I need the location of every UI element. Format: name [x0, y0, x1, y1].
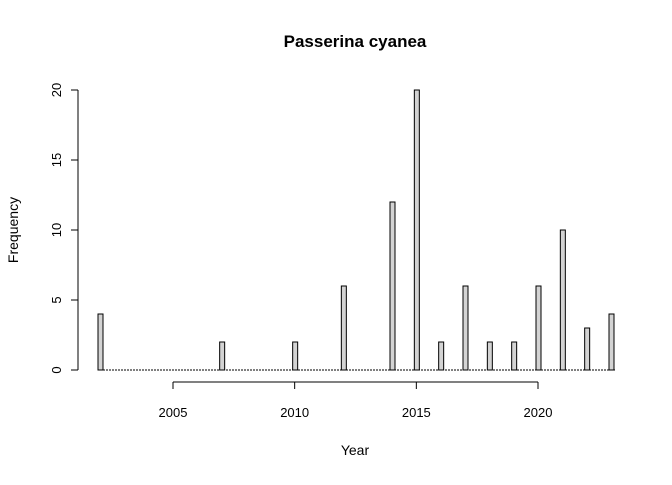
bar [389, 201, 396, 371]
y-axis-label: Frequency [5, 197, 21, 263]
y-axis: 0 5 10 15 20 [49, 83, 79, 374]
bar [97, 313, 104, 371]
bar [535, 285, 542, 371]
bar [608, 313, 615, 371]
y-tick-label: 15 [49, 153, 64, 167]
bar [340, 285, 347, 371]
y-tick-label: 20 [49, 83, 64, 97]
x-tick-label: 2010 [280, 405, 309, 420]
x-tick-label: 2005 [159, 405, 188, 420]
bar [584, 327, 591, 371]
y-tick-label: 5 [49, 296, 64, 303]
chart-title: Passerina cyanea [284, 32, 427, 51]
y-tick-label: 10 [49, 223, 64, 237]
bar [292, 341, 299, 371]
bar [413, 89, 420, 371]
bar [511, 341, 518, 371]
x-tick-label: 2020 [524, 405, 553, 420]
bar [438, 341, 445, 371]
x-tick-label: 2015 [402, 405, 431, 420]
bar [219, 341, 226, 371]
bars [97, 89, 616, 371]
x-axis-label: Year [341, 442, 370, 458]
bar [486, 341, 493, 371]
x-axis: 2005 2010 2015 2020 [159, 381, 553, 420]
bar [559, 229, 566, 371]
bar [462, 285, 469, 371]
y-tick-label: 0 [49, 366, 64, 373]
